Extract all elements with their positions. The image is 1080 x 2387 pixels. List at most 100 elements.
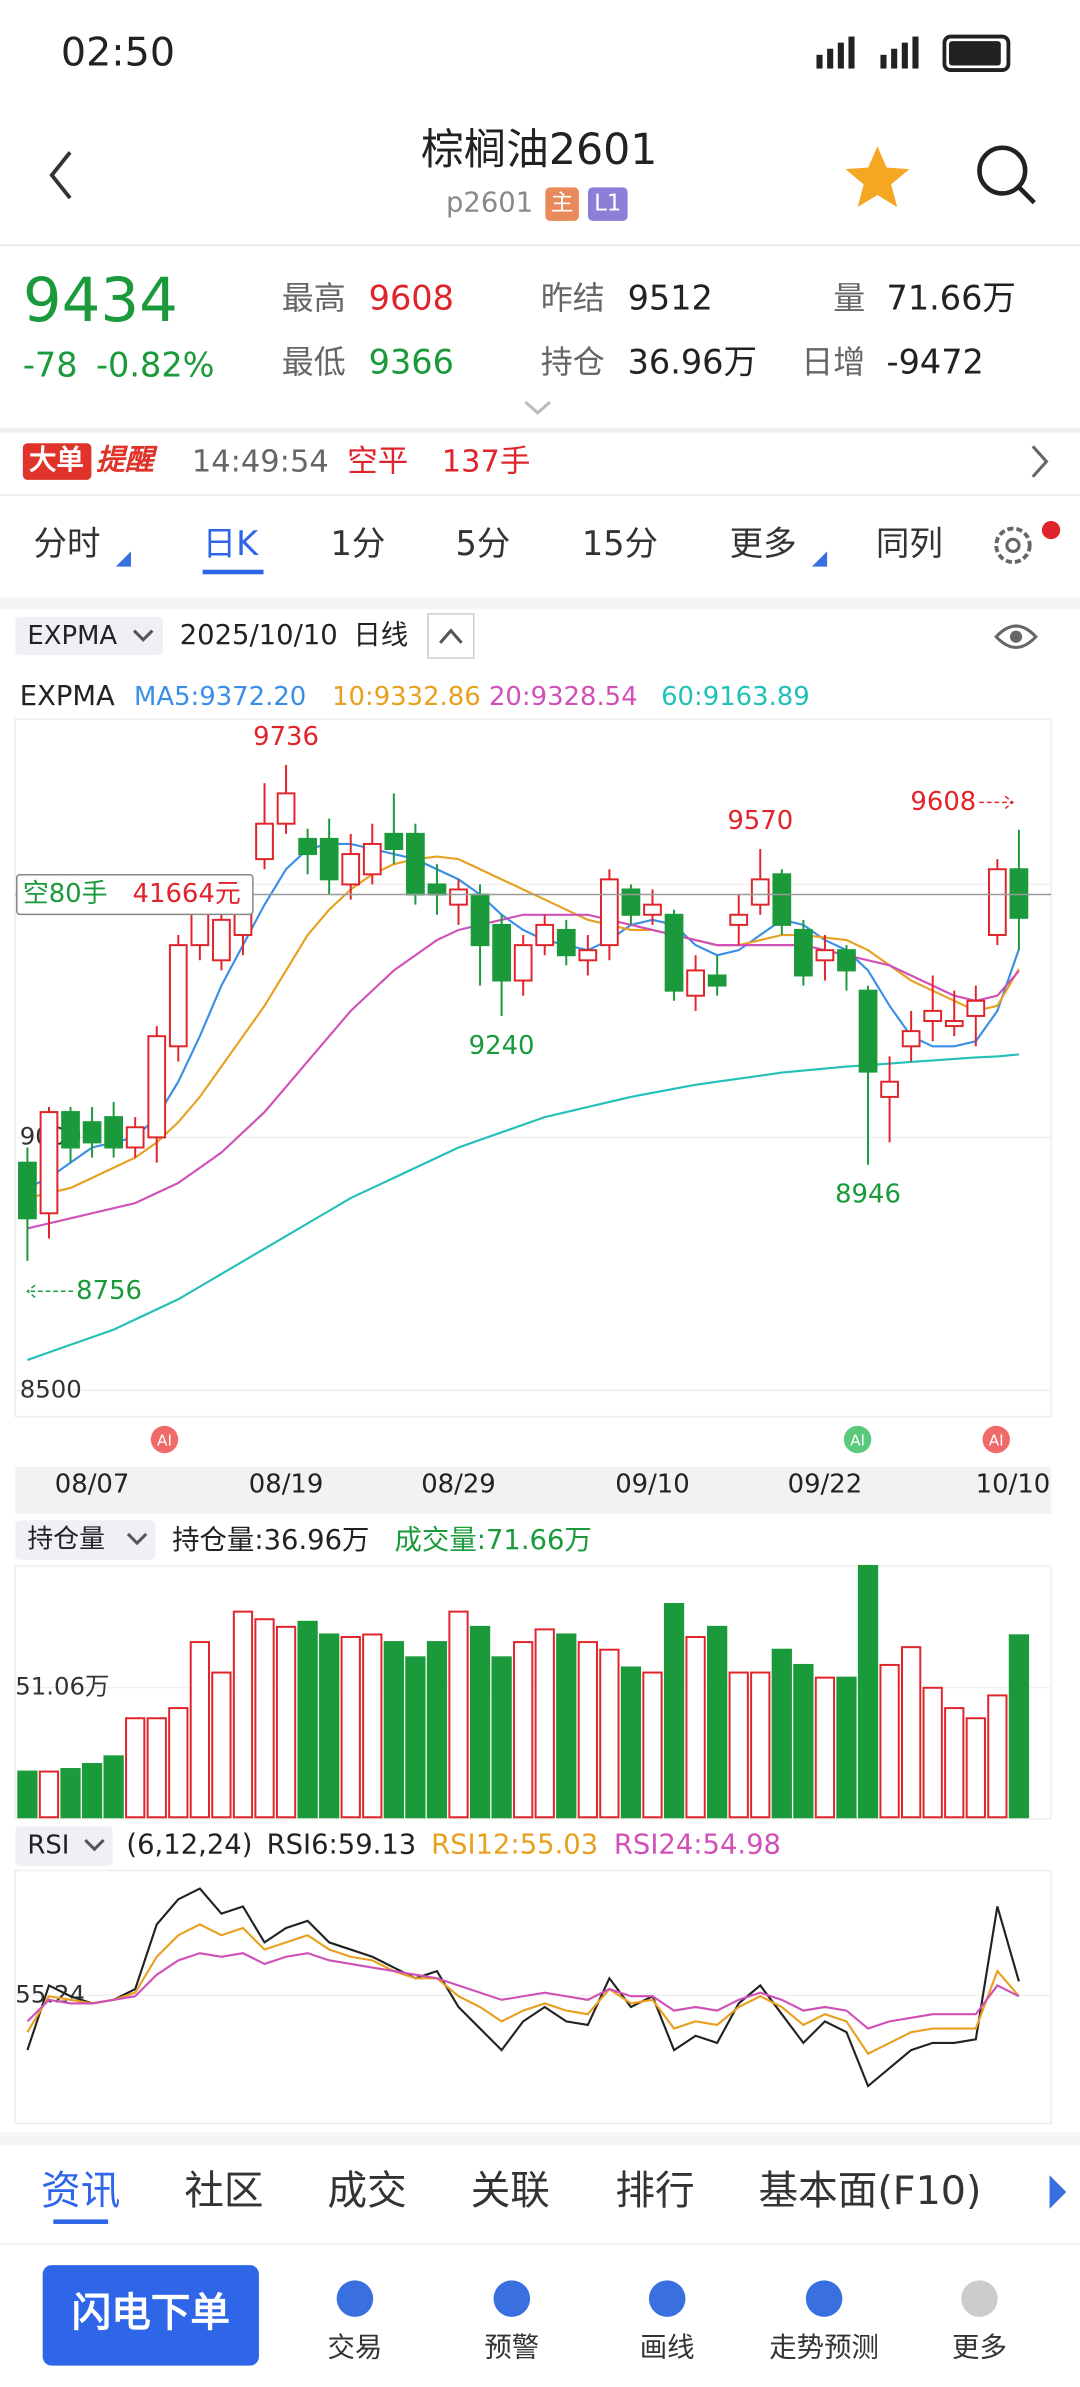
candle-body (944, 1020, 964, 1028)
news-tab[interactable]: 成交 (328, 2168, 407, 2214)
ai-marker[interactable] (150, 1425, 179, 1454)
ma-line (27, 1053, 1020, 1361)
legend-entry: 60:9163.89 (661, 682, 810, 712)
candle-body (449, 888, 468, 906)
period-tab[interactable]: 分时 (34, 524, 101, 563)
separator (0, 597, 1080, 610)
candle-body (513, 944, 533, 982)
candle-body (276, 792, 296, 825)
ma-line (27, 855, 1020, 1200)
ai-marker[interactable] (982, 1425, 1010, 1454)
volume-bar (987, 1694, 1008, 1819)
candle-body (966, 999, 986, 1017)
nav-label[interactable]: 更多 (952, 2332, 1007, 2363)
legend-entry: 10:9332.86 (332, 682, 481, 712)
period-tab[interactable]: 更多 (730, 524, 797, 563)
volume-bar (38, 1770, 60, 1819)
alert-qty: 137手 (442, 445, 531, 480)
volume-bar (534, 1628, 555, 1819)
volume-bar (599, 1648, 620, 1819)
annotation-arrow (979, 795, 1015, 810)
oi-select[interactable] (15, 1520, 156, 1560)
candle-body (492, 923, 511, 982)
news-tab[interactable]: 排行 (615, 2168, 694, 2214)
news-tab[interactable]: 资讯 (41, 2168, 120, 2214)
visibility-toggle[interactable] (994, 624, 1038, 649)
volume-bar (103, 1755, 124, 1819)
volume-bar (577, 1641, 598, 1819)
rsi-line (26, 1923, 1020, 2056)
rsi-select[interactable] (15, 1826, 113, 1867)
alert-action: 空平 (347, 445, 408, 480)
nav-label[interactable]: 走势预测 (769, 2332, 879, 2363)
tab-caret (811, 551, 828, 567)
tabs-scroll[interactable] (1049, 2175, 1067, 2209)
period-tab[interactable]: 1分 (331, 524, 386, 563)
legend-entry: MA5:9372.20 (134, 682, 306, 712)
candle-body (212, 918, 231, 962)
indicator-select[interactable] (15, 616, 163, 656)
nav-icon[interactable] (493, 2280, 531, 2317)
volume-bar (405, 1656, 426, 1819)
date-axis-band (15, 1466, 1052, 1515)
status-icons (816, 34, 1011, 72)
candle-body (707, 974, 727, 987)
candle-body (837, 949, 856, 972)
nav-icon[interactable] (336, 2280, 374, 2317)
period-tab[interactable]: 日K (203, 524, 259, 563)
nav-icon[interactable] (805, 2280, 843, 2317)
expand-chevron[interactable] (524, 400, 551, 415)
volume-bar (340, 1636, 361, 1819)
price-change-pct: -0.82% (96, 346, 215, 385)
candle-body (82, 1121, 102, 1144)
settings-button[interactable] (994, 520, 1061, 564)
news-tab[interactable]: 基本面(F10) (759, 2168, 982, 2214)
annotation-arrow (26, 1284, 74, 1298)
volume-bar (944, 1707, 965, 1819)
period-tab[interactable]: 5分 (455, 524, 510, 563)
nav-label[interactable]: 画线 (640, 2332, 695, 2363)
price-annotation: 9608 (910, 787, 976, 817)
contract-title: 棕榈油2601 (421, 125, 657, 175)
favorite-star[interactable] (845, 146, 910, 208)
nav-icon[interactable] (648, 2280, 686, 2317)
position-amount: 41664元 (133, 879, 241, 909)
candle-body (901, 1030, 921, 1048)
indicator-name: EXPMA (27, 621, 117, 651)
badge-level-bg (587, 187, 628, 221)
volume-plot-frame (14, 1565, 1052, 1820)
candle-body (362, 842, 382, 876)
price-annotation: 9736 (253, 722, 319, 752)
nav-label[interactable]: 预警 (484, 2332, 539, 2363)
candle-body (794, 928, 813, 977)
candle-body (686, 969, 705, 997)
collapse-button[interactable] (427, 613, 475, 659)
price-change: -78 (23, 346, 78, 385)
price-annotation: 8756 (76, 1276, 142, 1306)
back-button[interactable] (49, 151, 72, 200)
search-button[interactable] (977, 145, 1036, 205)
ai-marker[interactable] (843, 1425, 872, 1454)
nav-icon[interactable] (961, 2280, 998, 2317)
period-tab[interactable]: 同列 (876, 524, 943, 563)
volume-bar (168, 1707, 189, 1819)
quick-order-button[interactable] (42, 2265, 259, 2366)
oi-legend: 持仓量:36.96万 (172, 1525, 369, 1556)
news-tab-underline (53, 2219, 109, 2224)
candle-body (168, 944, 188, 1048)
stat-label: 持仓 (541, 343, 605, 381)
stat-label: 昨结 (541, 279, 605, 317)
tab-underline (202, 569, 264, 575)
y-tick-label: 8500 (20, 1374, 82, 1403)
candle-body (535, 923, 555, 947)
news-tab[interactable]: 关联 (471, 2168, 550, 2214)
alert-more[interactable] (1031, 445, 1049, 478)
volume-bar (556, 1633, 577, 1819)
legend-title: EXPMA (20, 681, 115, 712)
price-plot-frame (14, 718, 1052, 1418)
stat-value: 9608 (369, 279, 454, 318)
badge-main-bg (545, 187, 579, 221)
news-tab[interactable]: 社区 (184, 2168, 263, 2214)
period-tab[interactable]: 15分 (582, 524, 658, 563)
nav-label[interactable]: 交易 (328, 2332, 383, 2363)
